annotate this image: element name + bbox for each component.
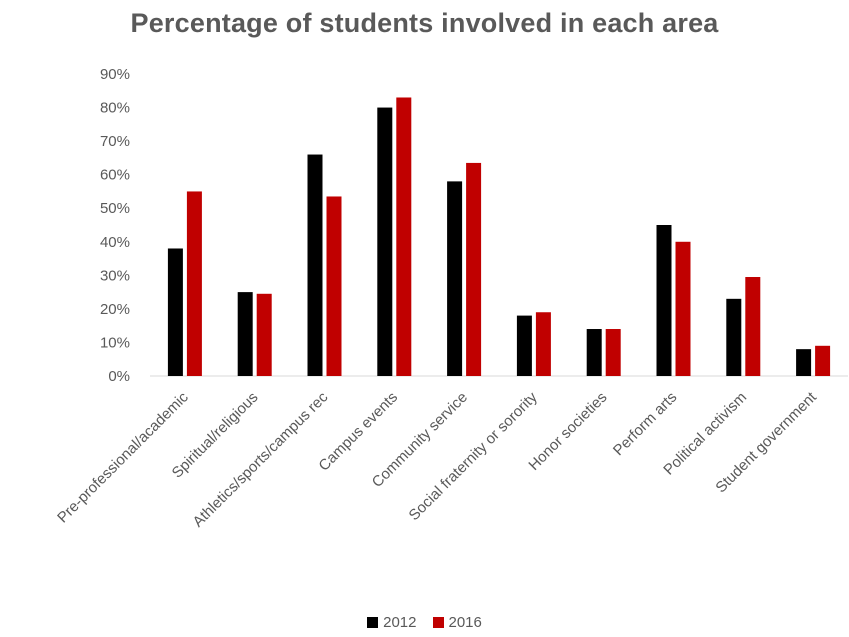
legend-item-2012: 2012: [367, 614, 417, 631]
bar-2016: [535, 312, 551, 376]
category-label: Pre-professional/academic: [54, 388, 192, 526]
bar-2016: [256, 293, 272, 376]
y-tick-label: 10%: [100, 334, 130, 351]
bar-2016: [605, 329, 621, 376]
chart-title: Percentage of students involved in each …: [130, 8, 719, 38]
legend-swatch: [432, 617, 444, 628]
legend-label: 2012: [383, 614, 417, 631]
bar-2016: [326, 196, 342, 376]
y-tick-label: 90%: [100, 66, 130, 83]
bar-2016: [675, 241, 691, 376]
y-tick-label: 50%: [100, 200, 130, 217]
bar-2016: [466, 162, 482, 376]
bar-2012: [167, 248, 183, 376]
bar-2012: [447, 181, 463, 376]
bar-2012: [726, 298, 742, 376]
category-label: Perform arts: [610, 389, 680, 459]
category-label: Athletics/sports/campus rec: [190, 388, 332, 530]
bar-2016: [186, 191, 202, 376]
bar-2012: [237, 292, 253, 376]
y-tick-label: 30%: [100, 267, 130, 284]
y-tick-label: 0%: [108, 368, 130, 385]
bar-2012: [796, 349, 812, 376]
bar-2012: [307, 154, 323, 376]
y-tick-label: 80%: [100, 100, 130, 117]
legend: 2012 2016: [0, 614, 849, 631]
y-tick-label: 70%: [100, 133, 130, 150]
y-tick-label: 60%: [100, 167, 130, 184]
y-tick-label: 40%: [100, 234, 130, 251]
bar-2016: [815, 345, 831, 376]
bar-2016: [396, 97, 412, 376]
legend-item-2016: 2016: [432, 614, 482, 631]
y-tick-label: 20%: [100, 301, 130, 318]
bar-2012: [656, 225, 672, 376]
legend-swatch: [367, 617, 379, 628]
bar-2016: [745, 277, 761, 376]
legend-label: 2016: [448, 614, 482, 631]
bar-2012: [516, 315, 532, 376]
bar-2012: [586, 329, 602, 376]
category-label: Social fraternity or sorority: [406, 388, 542, 524]
bar-2012: [377, 107, 393, 377]
